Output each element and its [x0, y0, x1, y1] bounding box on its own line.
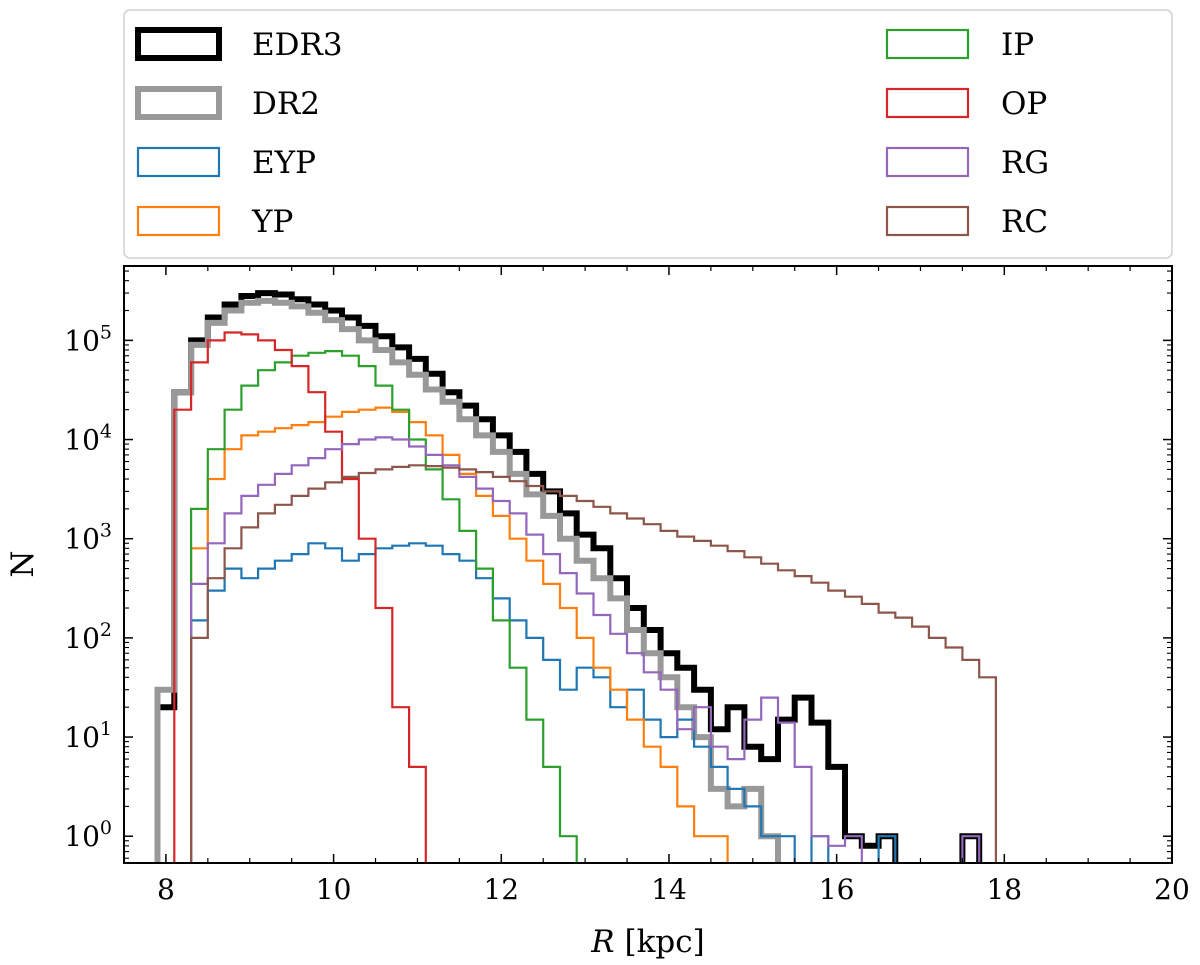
y-tick-label: 105 — [64, 321, 112, 357]
x-tick-label: 8 — [157, 873, 175, 906]
y-tick-label: 100 — [64, 817, 112, 853]
legend-swatch-ip — [885, 28, 970, 60]
legend-label-yp: YP — [251, 204, 293, 240]
x-axis-label: R [kpc] — [590, 924, 704, 960]
legend: EDR3 DR2 EYP YP IP OP RG RC — [123, 9, 1173, 259]
legend-swatch-yp — [136, 205, 221, 237]
series-rg-step — [190, 436, 981, 863]
x-tick-label: 18 — [986, 873, 1022, 906]
y-tick-label: 101 — [64, 718, 112, 754]
legend-swatch-rc — [885, 205, 970, 237]
x-tick-label: 16 — [819, 873, 855, 906]
legend-frame — [123, 9, 1173, 259]
y-tick-label: 103 — [64, 520, 112, 556]
legend-label-rg: RG — [1001, 145, 1049, 181]
series-eyp-step — [190, 542, 897, 863]
x-tick-label: 12 — [483, 873, 519, 906]
legend-label-dr2: DR2 — [252, 86, 320, 122]
legend-label-eyp: EYP — [252, 145, 316, 181]
x-tick-label: 14 — [651, 873, 687, 906]
legend-label-edr3: EDR3 — [252, 27, 343, 63]
legend-swatch-op — [885, 87, 970, 119]
x-tick-label: 10 — [316, 873, 352, 906]
legend-label-rc: RC — [1001, 204, 1048, 240]
legend-swatch-rg — [885, 146, 970, 178]
plot-frame — [123, 265, 1173, 864]
x-tick-label: 20 — [1154, 873, 1190, 906]
legend-label-op: OP — [1001, 86, 1047, 122]
legend-swatch-edr3 — [135, 27, 222, 61]
series-op-step — [173, 331, 427, 863]
legend-swatch-eyp — [136, 146, 221, 178]
series-rc-step — [190, 464, 997, 863]
legend-swatch-dr2 — [135, 86, 222, 120]
y-tick-label: 102 — [64, 619, 112, 655]
series-ip-step — [190, 350, 578, 863]
y-tick-label: 104 — [64, 421, 112, 457]
legend-label-ip: IP — [1001, 27, 1034, 63]
y-axis-label: N — [5, 550, 41, 577]
series-yp-step — [190, 406, 729, 863]
